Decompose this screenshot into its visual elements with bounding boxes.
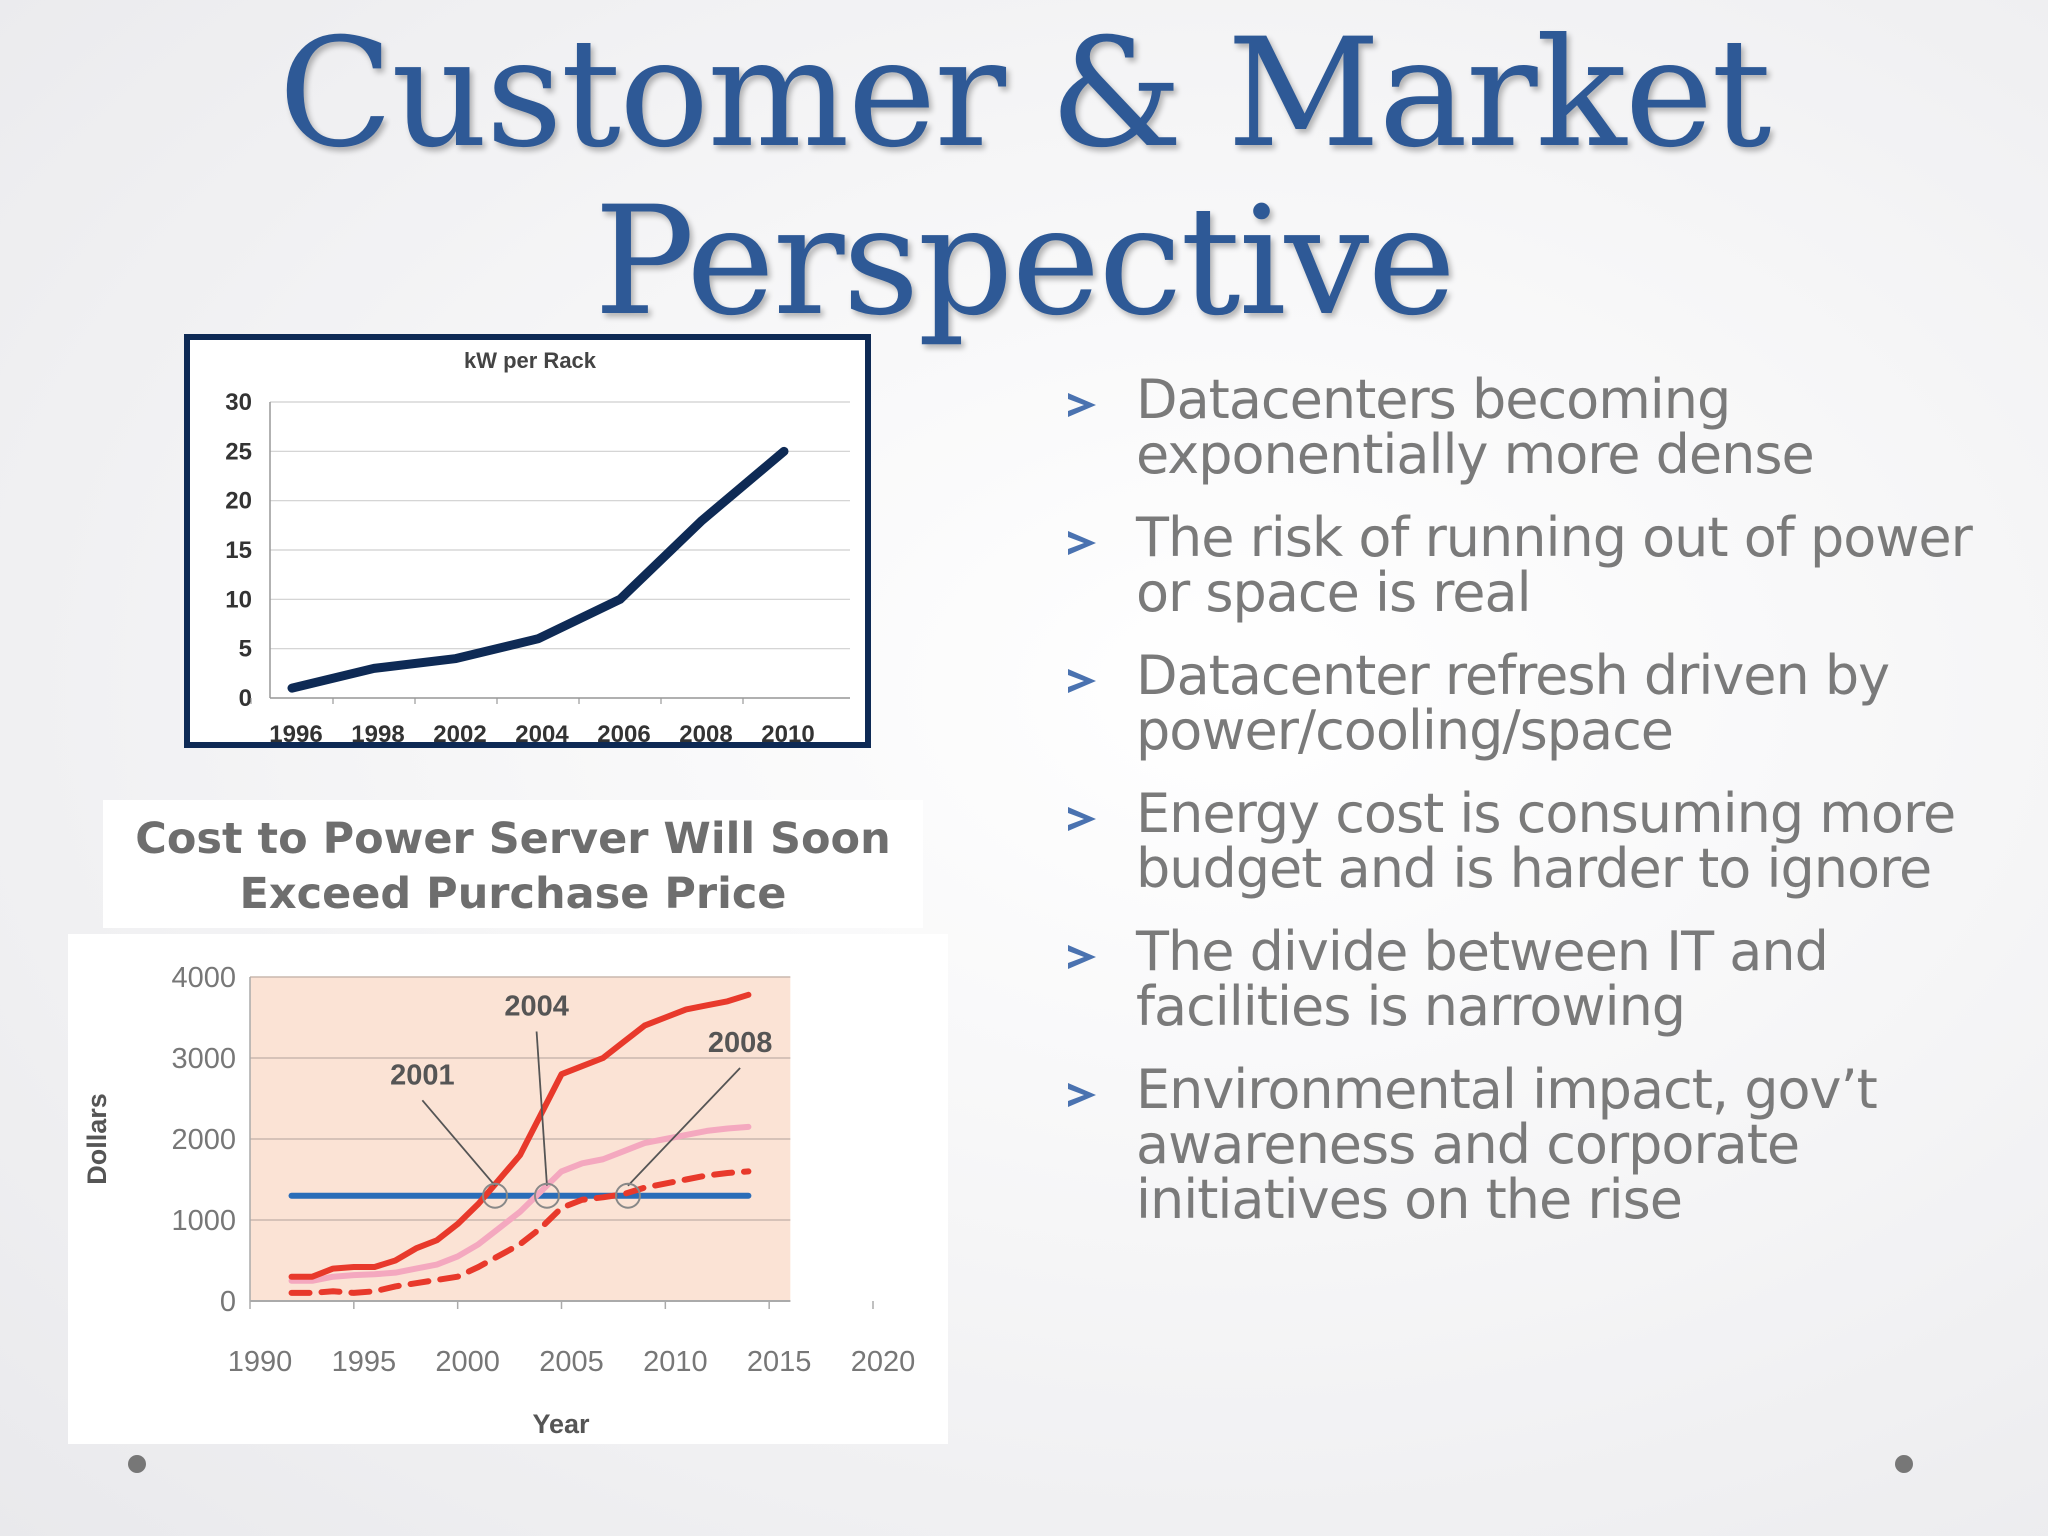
y-tick-label: 4000: [171, 962, 236, 994]
annotation-label: 2004: [504, 991, 569, 1023]
y-tick-label: 30: [225, 389, 252, 416]
annotation-pointer: [535, 1031, 548, 1186]
series-line: [288, 1168, 752, 1296]
chevron-right-icon: [1068, 945, 1096, 969]
series-line: [288, 991, 752, 1280]
bullet-text: Datacenters becoming exponentially more …: [1136, 368, 1815, 486]
cost-to-power-chart: 0 1000 2000 3000 4000 1990 1995 2000 2005 2010 201…: [68, 934, 948, 1444]
y-tick-label: 1000: [171, 1205, 236, 1237]
data-point: [619, 598, 621, 601]
chevron-right-icon: [1068, 669, 1096, 693]
annotation-label: 2008: [708, 1027, 773, 1059]
x-tick-label: 1995: [332, 1346, 397, 1378]
x-tick-label: 1990: [228, 1346, 293, 1378]
x-tick-label: 2000: [435, 1346, 500, 1378]
chevron-right-icon: [1068, 393, 1096, 417]
data-point: [701, 519, 703, 522]
slide-corner-dot-right: [1895, 1455, 1913, 1473]
cost-chart-title-box: Cost to Power Server Will Soon Exceed Pu…: [103, 800, 923, 928]
x-tick-label: 2008: [679, 721, 732, 742]
data-point: [455, 657, 457, 660]
bullet-text: The risk of running out of power or spac…: [1136, 506, 1973, 624]
chevron-right-icon: [1068, 1083, 1096, 1107]
annotation-pointer: [627, 1067, 741, 1187]
x-tick-label: 2015: [747, 1346, 812, 1378]
x-tick-label: 2002: [433, 721, 486, 742]
data-point: [537, 637, 539, 640]
bullet-text: Environmental impact, gov’t awareness an…: [1136, 1058, 1878, 1231]
kw-per-rack-chart-svg: 0 5 10 15 20 25 30 1996 1998 2002 2004 2006 2008 2010…: [225, 348, 850, 742]
bullet-text: Energy cost is consuming more budget and…: [1136, 782, 1956, 900]
bullet-item: Energy cost is consuming more budget and…: [1060, 786, 2010, 896]
series-line: [288, 1123, 752, 1284]
annotation-marker: [533, 1182, 560, 1209]
y-tick-label: 20: [225, 488, 252, 515]
x-tick-label: 2010: [761, 721, 814, 742]
x-tick-label: 2005: [539, 1346, 604, 1378]
bullet-text: Datacenter refresh driven by power/cooli…: [1136, 644, 1890, 762]
slide-title: Customer & Market Perspective: [0, 10, 2048, 346]
cost-to-power-chart-svg: 0 1000 2000 3000 4000 1990 1995 2000 2005 2010 201…: [82, 962, 916, 1439]
annotation-label: 2001: [390, 1059, 455, 1091]
bullet-list: Datacenters becoming exponentially more …: [1060, 372, 2010, 1255]
cost-chart-title: Cost to Power Server Will Soon Exceed Pu…: [135, 814, 891, 919]
annotation-pointer: [421, 1099, 496, 1187]
x-tick-label: 2010: [643, 1346, 708, 1378]
y-tick-label: 5: [239, 636, 252, 663]
chevron-right-icon: [1068, 531, 1096, 555]
y-tick-label: 3000: [171, 1043, 236, 1075]
slide-title-line-2: Perspective: [593, 175, 1456, 349]
annotation-marker: [614, 1182, 641, 1209]
y-tick-label: 0: [220, 1286, 236, 1318]
annotation-marker: [482, 1182, 509, 1209]
y-tick-label: 25: [225, 438, 252, 465]
y-tick-label: 10: [225, 586, 252, 613]
x-tick-label: 2004: [515, 721, 569, 742]
x-tick-label: 2020: [851, 1346, 916, 1378]
slide-title-line-1: Customer & Market: [278, 7, 1771, 181]
chevron-right-icon: [1068, 807, 1096, 831]
x-tick-label: 2006: [597, 721, 650, 742]
y-tick-label: 2000: [171, 1124, 236, 1156]
data-point: [291, 687, 293, 690]
kw-per-rack-chart: 0 5 10 15 20 25 30 1996 1998 2002 2004 2006 2008 2010…: [184, 334, 871, 748]
y-tick-label: 0: [239, 685, 252, 712]
bullet-item: Environmental impact, gov’t awareness an…: [1060, 1062, 2010, 1227]
bullet-item: Datacenters becoming exponentially more …: [1060, 372, 2010, 482]
bullet-item: Datacenter refresh driven by power/cooli…: [1060, 648, 2010, 758]
y-tick-label: 15: [225, 537, 252, 564]
series-line: [287, 446, 789, 693]
y-axis-label: Dollars: [82, 1093, 112, 1185]
data-point: [783, 450, 785, 453]
bullet-item: The divide between IT and facilities is …: [1060, 924, 2010, 1034]
chart-title: kW per Rack: [464, 348, 597, 373]
data-point: [373, 667, 375, 670]
slide-corner-dot-left: [128, 1455, 146, 1473]
bullet-item: The risk of running out of power or spac…: [1060, 510, 2010, 620]
x-tick-label: 1996: [269, 721, 322, 742]
x-axis-label: Year: [532, 1409, 590, 1439]
bullet-text: The divide between IT and facilities is …: [1136, 920, 1829, 1038]
x-tick-label: 1998: [351, 721, 404, 742]
